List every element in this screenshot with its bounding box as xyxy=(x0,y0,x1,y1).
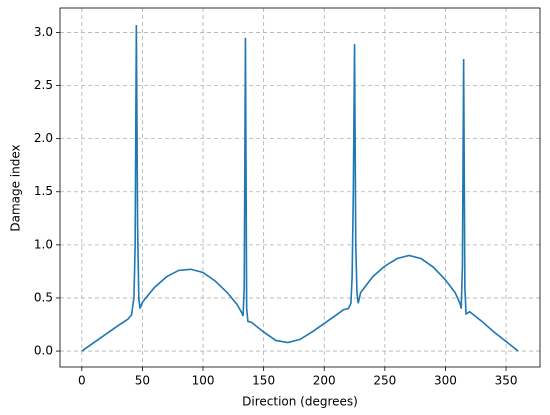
y-tick-label: 2.0 xyxy=(34,131,53,145)
plot-frame xyxy=(59,7,541,368)
y-tick-label: 0.5 xyxy=(34,290,53,304)
data-line xyxy=(81,24,519,352)
y-tick-label: 2.5 xyxy=(34,78,53,92)
x-tick-label: 50 xyxy=(135,374,150,388)
y-tick-label: 1.5 xyxy=(34,184,53,198)
x-tick-label: 0 xyxy=(78,374,86,388)
y-tick-label: 1.0 xyxy=(34,237,53,251)
x-tick-label: 150 xyxy=(252,374,275,388)
y-tick-label: 3.0 xyxy=(34,25,53,39)
x-tick-label: 200 xyxy=(313,374,336,388)
y-tick-label: 0.0 xyxy=(34,344,53,358)
x-tick-label: 100 xyxy=(192,374,215,388)
x-tick-label: 350 xyxy=(495,374,518,388)
x-tick-label: 300 xyxy=(434,374,457,388)
x-axis-label: Direction (degrees) xyxy=(242,395,358,409)
x-tick-label: 250 xyxy=(373,374,396,388)
y-axis-label: Damage index xyxy=(9,144,23,231)
